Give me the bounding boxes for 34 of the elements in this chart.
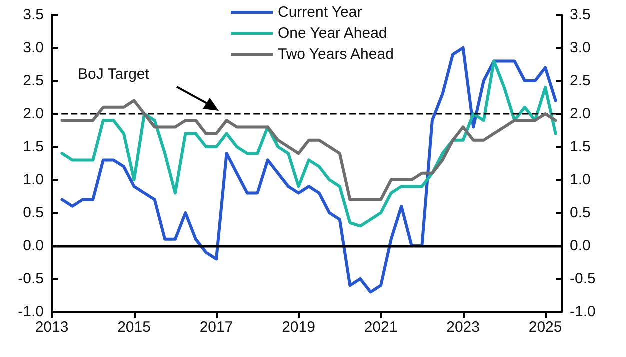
legend-label: Current Year	[278, 4, 362, 21]
y-tick-label: 3.5	[23, 6, 44, 24]
x-tick-label: 2015	[118, 319, 151, 336]
y2-tick-label: 0.0	[570, 238, 591, 254]
y-tick-label: 1.5	[23, 138, 44, 156]
y2-tick-label: 2.5	[570, 72, 591, 90]
y-tick-label: 0.5	[23, 204, 44, 222]
y-tick-label: 3.0	[23, 40, 44, 56]
y-tick-label: 1.0	[23, 172, 44, 188]
line-series	[60, 99, 558, 202]
x-tick-label: 2021	[364, 319, 398, 336]
legend-label: One Year Ahead	[278, 25, 388, 42]
y-tick-label: 0.0	[23, 238, 44, 254]
y-tick-label: 2.0	[23, 106, 44, 122]
y2-tick-label: 3.5	[570, 6, 591, 24]
y-tick-label: -1.0	[18, 304, 44, 320]
y2-tick-label: 3.0	[570, 40, 591, 56]
y2-tick-label: 1.0	[570, 172, 591, 188]
x-tick-label: 2019	[282, 319, 316, 336]
y2-tick-label: -0.5	[570, 270, 596, 288]
y2-tick-label: 1.5	[570, 138, 591, 156]
line-series	[60, 60, 558, 228]
ref-line-label: BoJ Target	[78, 66, 150, 83]
x-tick-label: 2025	[528, 319, 562, 336]
y2-tick-label: 2.0	[570, 106, 591, 122]
y-tick-label: -0.5	[18, 270, 44, 288]
x-tick-label: 2023	[446, 319, 480, 336]
y2-tick-label: 0.5	[570, 204, 591, 222]
x-tick-label: 2013	[35, 319, 69, 336]
y-tick-label: 2.5	[23, 72, 44, 90]
y2-tick-label: -1.0	[570, 304, 596, 320]
legend-label: Two Years Ahead	[278, 46, 394, 63]
x-tick-label: 2017	[200, 319, 234, 336]
line-series	[60, 46, 558, 294]
